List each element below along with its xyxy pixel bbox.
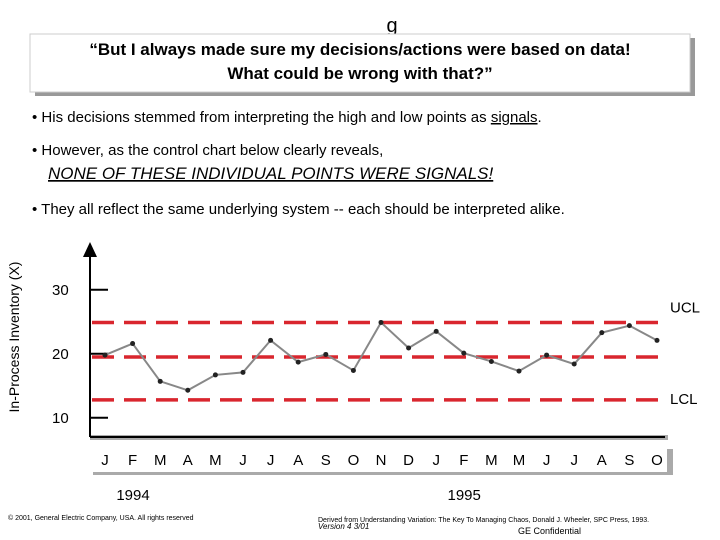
- x-tick-label: M: [485, 452, 498, 469]
- x-tick-label: S: [321, 452, 331, 469]
- lcl-label: LCL: [670, 391, 698, 408]
- x-tick-label: N: [376, 452, 387, 469]
- x-tick-label: M: [513, 452, 526, 469]
- data-point: [571, 361, 577, 367]
- ucl-label: UCL: [670, 299, 700, 316]
- x-tick-label: J: [432, 452, 440, 469]
- x-tick-label: J: [570, 452, 578, 469]
- emphasis: NONE OF THESE INDIVIDUAL POINTS WERE SIG…: [48, 164, 494, 183]
- bullet: • His decisions stemmed from interpretin…: [32, 109, 542, 126]
- x-tick-label: J: [543, 452, 551, 469]
- data-point: [130, 341, 136, 347]
- x-tick-label: O: [651, 452, 663, 469]
- y-tick-label: 30: [52, 282, 69, 299]
- bullet-text: They all reflect the same underlying sys…: [41, 201, 565, 218]
- x-tick-label: A: [293, 452, 303, 469]
- source: Derived from Understanding Variation: Th…: [318, 517, 649, 524]
- data-point: [102, 352, 108, 358]
- x-tick-label: S: [624, 452, 634, 469]
- data-point: [626, 323, 632, 329]
- y-tick-label: 10: [52, 410, 69, 427]
- bullet-text: However, as the control chart below clea…: [41, 142, 383, 159]
- data-point: [157, 378, 163, 384]
- bullet-underlined: signals: [491, 109, 538, 126]
- data-point: [212, 372, 218, 378]
- x-tick-label: F: [128, 452, 137, 469]
- quote-box: [29, 33, 691, 93]
- year-label: 1995: [448, 487, 481, 504]
- bullet-text: His decisions stemmed from interpreting …: [41, 109, 490, 126]
- quote-line: “But I always made sure my decisions/act…: [89, 40, 630, 59]
- data-point: [268, 337, 274, 343]
- x-tick-label: O: [348, 452, 360, 469]
- data-point: [654, 337, 660, 343]
- data-point: [240, 369, 246, 375]
- confidential: GE Confidential: [518, 526, 581, 536]
- x-tick-label: A: [183, 452, 193, 469]
- data-point: [378, 319, 384, 325]
- version: Version 4 3/01: [318, 522, 369, 531]
- quote-line: What could be wrong with that?”: [227, 64, 492, 83]
- data-point: [323, 351, 329, 357]
- data-point: [461, 350, 467, 356]
- bullet: • They all reflect the same underlying s…: [32, 201, 565, 218]
- data-point: [516, 368, 522, 374]
- copyright: © 2001, General Electric Company, USA. A…: [8, 514, 194, 522]
- label-box: [90, 446, 667, 472]
- data-point: [406, 345, 412, 351]
- x-tick-label: A: [597, 452, 607, 469]
- x-tick-label: F: [459, 452, 468, 469]
- bullet: • However, as the control chart below cl…: [32, 142, 383, 159]
- data-point: [544, 352, 550, 358]
- data-point: [433, 328, 439, 334]
- mark: g: [386, 15, 397, 37]
- bullet-text: .: [538, 109, 542, 126]
- x-tick-label: M: [209, 452, 222, 469]
- y-tick-label: 20: [52, 346, 69, 363]
- data-point: [185, 387, 191, 393]
- year-label: 1994: [116, 487, 149, 504]
- x-tick-label: M: [154, 452, 167, 469]
- x-tick-label: J: [101, 452, 109, 469]
- data-point: [295, 359, 301, 365]
- data-point: [350, 367, 356, 373]
- x-tick-label: J: [239, 452, 247, 469]
- x-tick-label: J: [267, 452, 275, 469]
- data-point: [488, 358, 494, 364]
- y-axis-label: In-Process Inventory (X): [6, 262, 22, 413]
- axis-arrow: [83, 242, 97, 257]
- x-tick-label: D: [403, 452, 414, 469]
- data-point: [599, 330, 605, 336]
